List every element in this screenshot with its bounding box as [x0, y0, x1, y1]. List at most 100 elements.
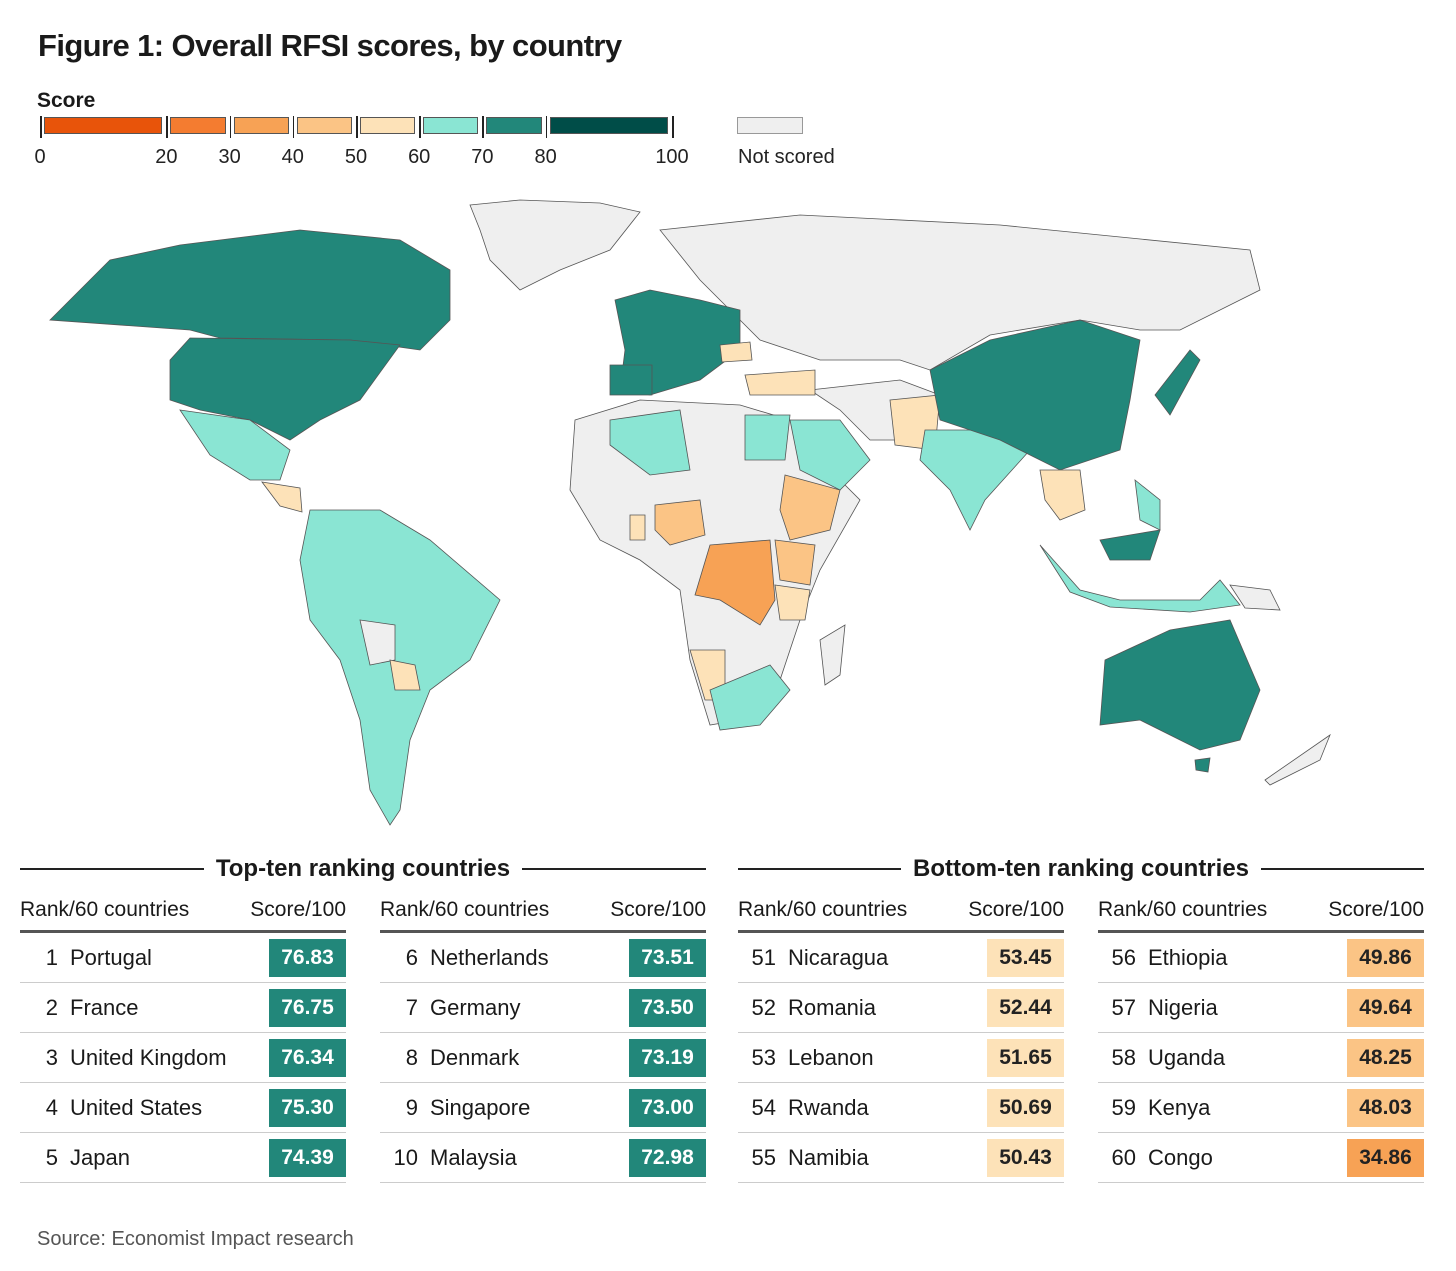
- top-ten-heading-text: Top-ten ranking countries: [215, 855, 511, 882]
- legend-tick: [40, 116, 42, 138]
- score-header: Score/100: [250, 898, 346, 921]
- bottom-ten-heading-text: Bottom-ten ranking countries: [913, 855, 1250, 882]
- score-badge: 49.64: [1347, 988, 1424, 1027]
- legend-swatch: [423, 117, 479, 134]
- legend-swatch: [44, 117, 163, 134]
- score-badge: 76.83: [269, 938, 346, 977]
- rank-header: Rank/60 countries: [380, 898, 550, 921]
- table-row: 60 Congo 34.86: [1098, 1133, 1424, 1183]
- country-name: Singapore: [430, 1094, 531, 1120]
- country-australia: [1099, 619, 1261, 751]
- legend-tick: [166, 116, 168, 138]
- legend-tick-label: 0: [34, 146, 46, 168]
- legend-swatch: [296, 117, 352, 134]
- top-ten-heading: Top-ten ranking countries: [20, 855, 707, 883]
- score-badge: 48.03: [1347, 1088, 1424, 1127]
- score-badge: 73.51: [629, 938, 706, 977]
- rank: 57: [1111, 994, 1136, 1020]
- country-canada: [49, 229, 451, 351]
- score-badge: 75.30: [269, 1088, 346, 1127]
- rank-header: Rank/60 countries: [738, 898, 908, 921]
- legend-tick-label: 70: [471, 146, 494, 168]
- country-egypt: [744, 414, 791, 461]
- country-ethiopia: [779, 474, 841, 541]
- table-row: 9 Singapore 73.00: [380, 1083, 706, 1133]
- score-badge: 73.50: [629, 988, 706, 1027]
- country-portugal-spain: [609, 364, 653, 396]
- table-row: 51 Nicaragua 53.45: [738, 933, 1064, 983]
- country-turkey: [744, 369, 816, 396]
- country-malaysia: [1099, 529, 1161, 561]
- legend-tick-label: 50: [344, 146, 368, 168]
- rank: 8: [405, 1044, 418, 1070]
- not-scored-swatch: [737, 117, 803, 134]
- rank: 53: [751, 1044, 776, 1070]
- country-indonesia: [1039, 544, 1241, 613]
- score-badge: 72.98: [629, 1138, 706, 1177]
- country-name: France: [70, 994, 139, 1020]
- country-china: [929, 319, 1141, 471]
- table-row: 54 Rwanda 50.69: [738, 1083, 1064, 1133]
- table-row: 3 United Kingdom 76.34: [20, 1033, 346, 1083]
- country-tanzania: [774, 584, 811, 621]
- score-badge: 73.19: [629, 1038, 706, 1077]
- country-name: Nicaragua: [788, 944, 889, 970]
- rank: 54: [751, 1094, 776, 1120]
- country-name: Congo: [1148, 1144, 1213, 1170]
- country-name: Germany: [430, 994, 521, 1020]
- country-name: Ethiopia: [1148, 944, 1228, 970]
- score-badge: 76.75: [269, 988, 346, 1027]
- legend-title: Score: [37, 89, 96, 112]
- country-name: Kenya: [1148, 1094, 1211, 1120]
- table-header: Rank/60 countries Score/100: [738, 898, 1064, 933]
- score-badge: 73.00: [629, 1088, 706, 1127]
- legend-swatch: [233, 117, 289, 134]
- table-header: Rank/60 countries Score/100: [1098, 898, 1424, 933]
- rank: 55: [751, 1144, 776, 1170]
- country-name: Malaysia: [430, 1144, 517, 1170]
- legend-tick: [482, 116, 484, 138]
- world-map: [49, 199, 1331, 826]
- country-bolivia: [359, 619, 396, 666]
- country-central-america: [261, 481, 303, 513]
- country-romania: [719, 341, 753, 363]
- country-algeria: [609, 409, 691, 476]
- score-badge: 49.86: [1347, 938, 1424, 977]
- table-row: 2 France 76.75: [20, 983, 346, 1033]
- score-badge: 53.45: [987, 938, 1064, 977]
- bottom-ten-heading: Bottom-ten ranking countries: [738, 855, 1425, 883]
- legend-tick: [672, 116, 674, 138]
- table-row: 10 Malaysia 72.98: [380, 1133, 706, 1183]
- rank: 51: [751, 944, 776, 970]
- table-row: 7 Germany 73.50: [380, 983, 706, 1033]
- score-header: Score/100: [968, 898, 1064, 921]
- table-row: 55 Namibia 50.43: [738, 1133, 1064, 1183]
- table-row: 59 Kenya 48.03: [1098, 1083, 1424, 1133]
- rank: 60: [1111, 1144, 1136, 1170]
- legend-tick-label: 20: [155, 146, 178, 168]
- rank: 52: [751, 994, 776, 1020]
- bottom-ten-table: Rank/60 countries Score/100 51 Nicaragua 53.…: [738, 898, 1064, 1183]
- rank: 3: [45, 1044, 58, 1070]
- legend-swatch: [486, 117, 542, 134]
- table-row: 58 Uganda 48.25: [1098, 1033, 1424, 1083]
- score-badge: 76.34: [269, 1038, 346, 1077]
- rank: 6: [405, 944, 418, 970]
- country-name: Rwanda: [788, 1094, 869, 1120]
- rank: 56: [1111, 944, 1136, 970]
- bottom-ten-table: Rank/60 countries Score/100 56 Ethiopia 49.8…: [1098, 898, 1424, 1183]
- figure-title: Figure 1: Overall RFSI scores, by countr…: [38, 28, 622, 63]
- country-mexico: [179, 409, 291, 481]
- country-name: Netherlands: [430, 944, 549, 970]
- legend-tick: [419, 116, 421, 138]
- table-row: 4 United States 75.30: [20, 1083, 346, 1133]
- country-philippines: [1134, 479, 1161, 531]
- region-greenland: [469, 199, 641, 291]
- country-name: Lebanon: [788, 1044, 874, 1070]
- rank: 2: [45, 994, 58, 1020]
- country-name: Uganda: [1148, 1044, 1226, 1070]
- table-row: 8 Denmark 73.19: [380, 1033, 706, 1083]
- rank: 5: [45, 1144, 58, 1170]
- top-ten-table: Rank/60 countries Score/100 1 Portugal 76.83…: [20, 898, 346, 1183]
- rank: 7: [405, 994, 418, 1020]
